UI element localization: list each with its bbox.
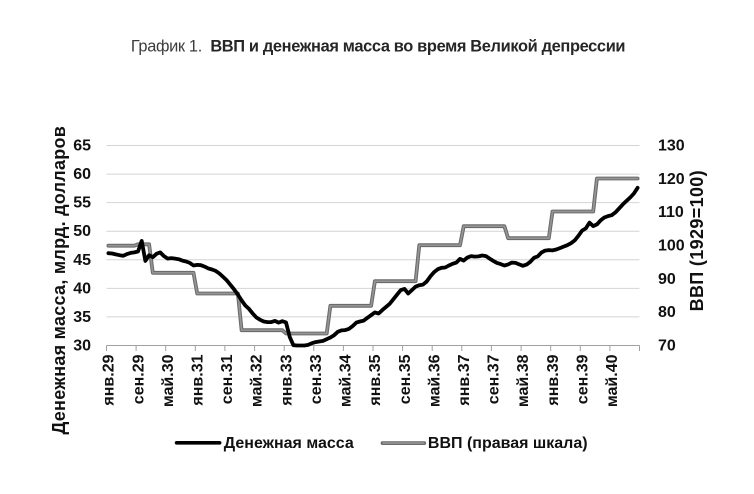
svg-text:май.40: май.40: [604, 354, 621, 407]
svg-text:40: 40: [73, 280, 91, 297]
svg-text:65: 65: [73, 138, 91, 155]
svg-text:сен.31: сен.31: [219, 354, 236, 404]
svg-text:май.36: май.36: [426, 354, 443, 407]
svg-text:70: 70: [658, 338, 676, 355]
svg-text:30: 30: [73, 338, 91, 355]
svg-text:янв.31: янв.31: [190, 354, 207, 406]
svg-text:янв.35: янв.35: [367, 354, 384, 406]
svg-text:90: 90: [658, 271, 676, 288]
svg-text:май.30: май.30: [160, 354, 177, 407]
svg-text:май.34: май.34: [338, 354, 355, 407]
svg-text:55: 55: [73, 195, 91, 212]
svg-text:сен.29: сен.29: [130, 354, 147, 404]
svg-text:50: 50: [73, 223, 91, 240]
svg-text:Денежная масса, млрд. долларов: Денежная масса, млрд. долларов: [49, 126, 69, 435]
svg-text:ВВП (1929=100): ВВП (1929=100): [687, 170, 707, 311]
svg-text:янв.33: янв.33: [278, 354, 295, 406]
svg-text:ВВП (правая шкала): ВВП (правая шкала): [428, 435, 588, 452]
svg-text:35: 35: [73, 309, 91, 326]
svg-text:60: 60: [73, 166, 91, 183]
svg-text:Денежная масса: Денежная масса: [224, 435, 354, 452]
svg-text:янв.37: янв.37: [456, 354, 473, 406]
svg-text:сен.33: сен.33: [308, 354, 325, 404]
svg-text:45: 45: [73, 252, 91, 269]
svg-text:130: 130: [658, 138, 685, 155]
svg-text:График 1. ВВП и денежная масс: График 1. ВВП и денежная масса во время …: [131, 38, 625, 56]
svg-text:янв.39: янв.39: [545, 354, 562, 406]
svg-text:110: 110: [658, 204, 684, 221]
svg-text:сен.35: сен.35: [397, 354, 414, 404]
svg-text:80: 80: [658, 304, 676, 321]
svg-text:янв.29: янв.29: [101, 354, 118, 406]
svg-text:май.32: май.32: [249, 354, 266, 407]
svg-text:сен.37: сен.37: [486, 354, 503, 404]
svg-text:120: 120: [658, 171, 685, 188]
svg-text:100: 100: [658, 238, 685, 255]
svg-text:май.38: май.38: [515, 354, 532, 407]
svg-text:сен.39: сен.39: [574, 354, 591, 404]
